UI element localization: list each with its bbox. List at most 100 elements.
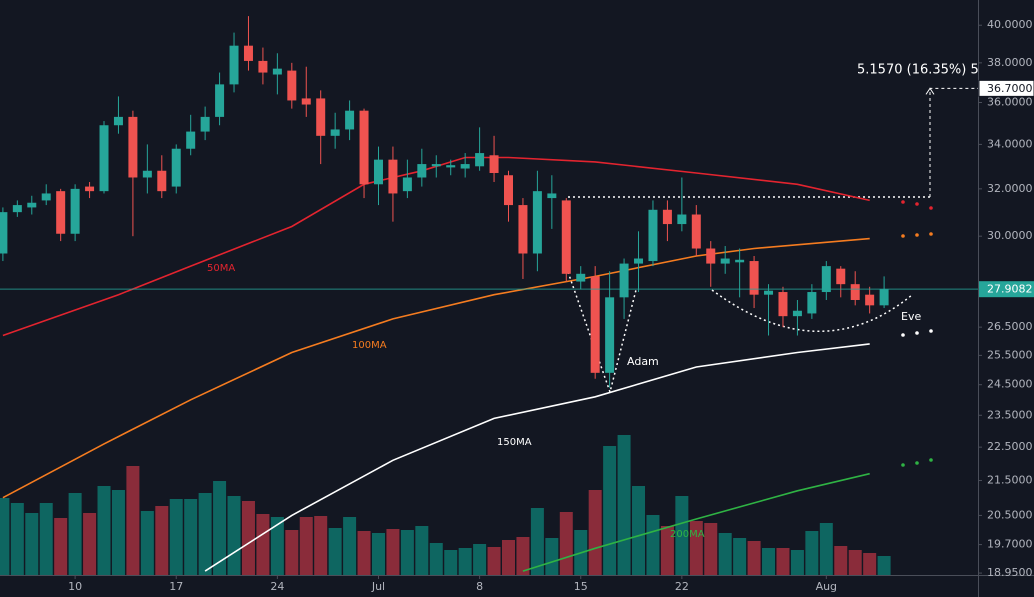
candle-body [778, 292, 788, 317]
candle-body [200, 116, 210, 132]
candle-body [475, 153, 485, 167]
candle-body [691, 214, 701, 249]
volume-bar [790, 550, 804, 575]
volume-bar [328, 528, 342, 575]
x-tick-label: 10 [68, 580, 82, 593]
y-tick-label: 32.0000 [987, 182, 1033, 195]
dot [929, 232, 933, 236]
candle-body [865, 294, 875, 306]
candle-body [821, 266, 831, 293]
volume-bar [213, 481, 227, 575]
candle-body [272, 68, 282, 75]
volume-bar [848, 550, 862, 575]
y-tick-label: 34.0000 [987, 137, 1033, 150]
volume-bar [733, 538, 747, 575]
volume-bar [819, 523, 833, 575]
ma-label: 200MA [670, 529, 705, 540]
candle-body [706, 248, 716, 264]
candle-body [142, 170, 152, 178]
dot [901, 463, 905, 467]
volume-bar [111, 490, 125, 575]
candle-body [171, 148, 181, 187]
candle-body [634, 258, 644, 264]
volume-bar [863, 553, 877, 575]
y-tick-label: 23.5000 [987, 408, 1033, 421]
candle-body [27, 202, 37, 208]
candle-body [128, 116, 138, 178]
candle-body [417, 164, 427, 178]
target-tag [978, 79, 1034, 97]
measure-arrow [925, 87, 935, 95]
candle-body [41, 193, 51, 201]
volume-bar [198, 493, 212, 575]
candle-body [229, 45, 239, 85]
candle-body [99, 125, 109, 192]
candle-body [243, 45, 253, 61]
volume-bar [285, 530, 299, 575]
volume-bar [545, 538, 559, 575]
volume-bar [718, 533, 732, 575]
dot [915, 233, 919, 237]
candle-body [648, 209, 658, 262]
volume-bar [458, 548, 472, 575]
candle-body [532, 191, 542, 254]
volume-bar [776, 548, 790, 575]
volume-bar [371, 533, 385, 575]
volume-bar [357, 531, 371, 575]
volume-bar [805, 531, 819, 575]
volume-bar [429, 543, 443, 575]
volume-bar [39, 503, 53, 575]
y-tick-label: 22.5000 [987, 440, 1033, 453]
plot-area: Adam Eve 5.1570 (16.35%) 51 50MA 100MA 150… [0, 16, 987, 575]
candle-body [547, 193, 557, 199]
dot [929, 458, 933, 462]
candle-body [446, 165, 456, 168]
volume-bar [155, 506, 169, 575]
candle-body [330, 129, 340, 136]
volume-bar [400, 530, 414, 575]
candle-body [113, 116, 123, 126]
volume-bar [415, 526, 429, 575]
volume-bar [834, 546, 848, 575]
volume-bar [675, 496, 689, 575]
dot [929, 329, 933, 333]
candle-body [576, 273, 586, 282]
candle-body [807, 292, 817, 314]
ma-label: 150MA [497, 437, 532, 448]
candle-body [157, 170, 167, 192]
ma-line [2, 156, 870, 337]
volume-bar [646, 515, 660, 575]
candle-body [850, 284, 860, 300]
x-tick-label: 22 [675, 580, 689, 593]
x-tick-label: Aug [816, 580, 837, 593]
candle-body [388, 159, 398, 194]
dot [901, 234, 905, 238]
volume-bar [241, 501, 255, 575]
ma-line [522, 472, 870, 572]
y-tick-label: 38.0000 [987, 56, 1033, 69]
x-tick-label: 15 [574, 580, 588, 593]
annotation: Eve [901, 310, 921, 323]
volume-bar [227, 496, 241, 575]
y-tick-label: 24.5000 [987, 378, 1033, 391]
dot [901, 200, 905, 204]
volume-bar [0, 498, 10, 575]
volume-bar [502, 540, 516, 575]
volume-bar [140, 511, 154, 575]
volume-bar [747, 541, 761, 575]
ma-label: 100MA [352, 340, 387, 351]
measure-label: 5.1570 (16.35%) 51 [857, 63, 987, 78]
candle-body [85, 186, 95, 192]
candle-body [619, 263, 629, 298]
volume-bar [487, 547, 501, 575]
candle-body [0, 212, 8, 254]
x-tick-label: 17 [169, 580, 183, 593]
volume-bar [314, 516, 328, 575]
y-tick-label: 40.0000 [987, 18, 1033, 31]
dot [915, 331, 919, 335]
ma-line [204, 343, 870, 572]
candle-body [590, 276, 600, 373]
candle-body [359, 110, 369, 185]
